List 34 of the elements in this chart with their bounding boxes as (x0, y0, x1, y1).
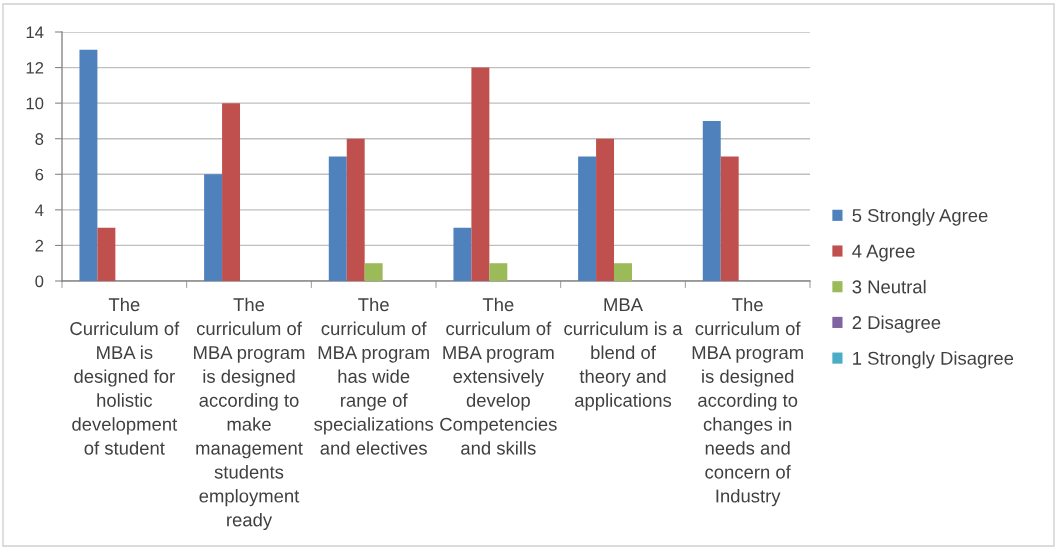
x-tick-label: MBA curriculum is a blend of theory and applications (564, 298, 683, 411)
bar (453, 227, 472, 281)
legend-label: 1 Strongly Disagree (853, 351, 1014, 369)
bar (578, 156, 597, 281)
category-label: The curriculum of MBA program is designed according to changes in needs and concern of Industry (692, 297, 803, 507)
x-tick-label: The curriculum of MBA program extensively develop Competencies and skills (440, 297, 557, 455)
y-tick-label: 8 (35, 133, 44, 145)
legend-label: 3 Neutral (852, 279, 926, 294)
bar (328, 156, 347, 281)
bar (489, 263, 508, 281)
x-tick-label: The curriculum of MBA program has wide range of specializations and electives (314, 297, 434, 455)
y-tick-label: 0 (35, 275, 44, 288)
legend-label: 5 Strongly Agree (852, 208, 988, 226)
bar (614, 263, 632, 281)
bar (471, 67, 490, 281)
bar (702, 120, 721, 281)
category-label: The curriculum of MBA program is designed according to make management students employment ready (194, 297, 305, 531)
bar (79, 49, 98, 281)
bar (222, 103, 241, 281)
y-tick-label: 4 (35, 204, 44, 216)
bar (346, 138, 365, 281)
y-tick-label: 6 (35, 168, 44, 181)
y-tick-label: 10 (26, 97, 44, 110)
y-tick-label: 2 (35, 239, 44, 252)
y-tick-label: 14 (26, 26, 44, 39)
bar (596, 138, 615, 281)
legend-label: 2 Disagree (852, 315, 941, 333)
bar (204, 174, 223, 281)
y-tick-label: 12 (26, 61, 44, 74)
x-tick-label: The Curriculum of MBA is designed for holistic development of student (70, 297, 180, 455)
bar (364, 263, 383, 281)
bar (720, 156, 739, 281)
bar (97, 227, 116, 281)
legend-label: 4 Agree (852, 244, 915, 262)
